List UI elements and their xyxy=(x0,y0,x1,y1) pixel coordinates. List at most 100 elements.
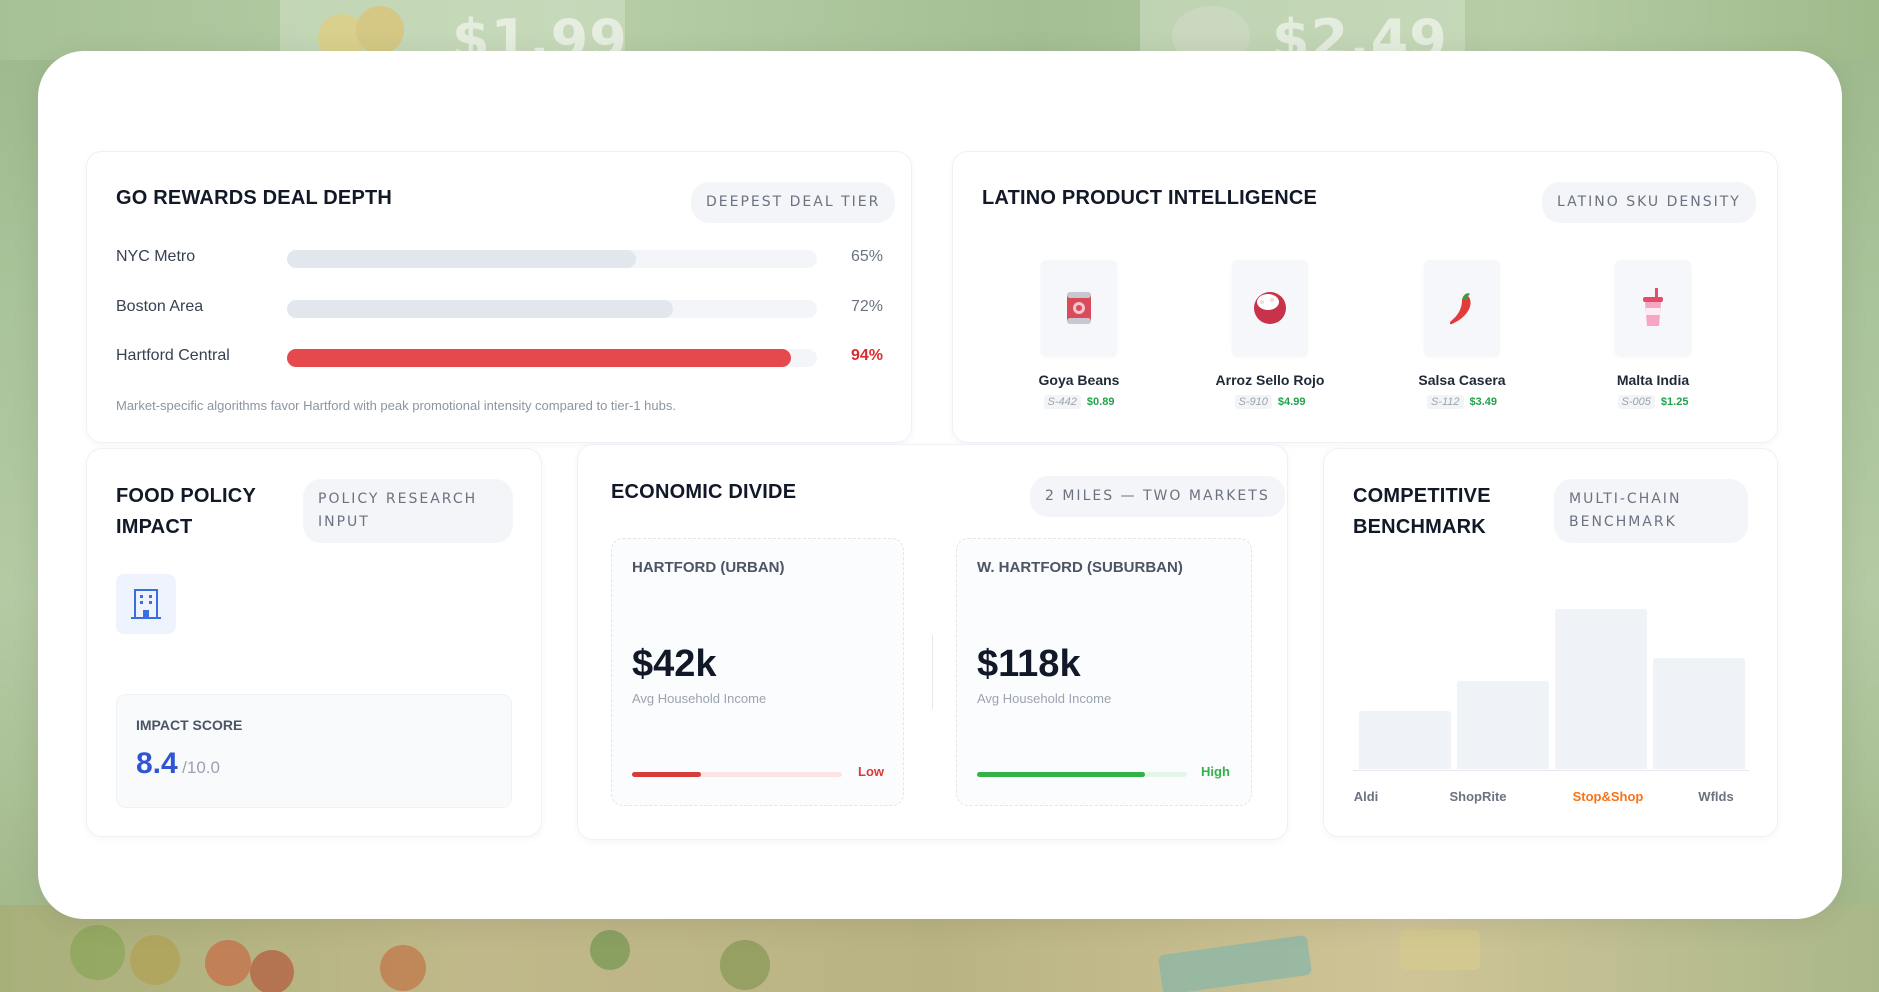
background-produce xyxy=(380,945,426,991)
policy-title-line1: FOOD POLICY xyxy=(116,485,256,507)
product-meta: S-910 $4.99 xyxy=(1185,395,1355,409)
urban-income-caption: Avg Household Income xyxy=(632,691,767,706)
background-produce xyxy=(205,940,251,986)
policy-badge: POLICY RESEARCH INPUT xyxy=(303,479,513,543)
urban-income-level: Low xyxy=(858,764,884,779)
bar-label-hartford: Hartford Central xyxy=(116,347,230,364)
benchmark-label: Wflds xyxy=(1698,789,1734,804)
benchmark-bar-aldi xyxy=(1359,711,1451,769)
dashboard-card: GO REWARDS DEAL DEPTH DEEPEST DEAL TIER … xyxy=(38,51,1842,919)
latino-panel: LATINO PRODUCT INTELLIGENCE LATINO SKU D… xyxy=(952,151,1778,443)
impact-score-max: /10.0 xyxy=(182,758,220,777)
product-sku: S-005 xyxy=(1617,395,1655,409)
bar-label-nyc: NYC Metro xyxy=(116,248,196,265)
suburban-income-fill xyxy=(977,772,1145,777)
product-card[interactable]: Arroz Sello Rojo S-910 $4.99 xyxy=(1185,260,1355,409)
policy-panel: FOOD POLICY IMPACT POLICY RESEARCH INPUT… xyxy=(86,448,542,837)
policy-title-line2: IMPACT xyxy=(116,516,193,538)
product-card[interactable]: Malta India S-005 $1.25 xyxy=(1568,260,1738,409)
benchmark-badge-line2: BENCHMARK xyxy=(1569,514,1677,530)
suburban-income-level: High xyxy=(1201,764,1230,779)
benchmark-baseline xyxy=(1353,770,1749,771)
urban-income-track xyxy=(632,772,842,777)
chili-pepper-icon xyxy=(1449,293,1471,325)
product-image xyxy=(1041,260,1117,356)
impact-score: 8.4 /10.0 xyxy=(136,747,220,781)
benchmark-label: Stop&Shop xyxy=(1572,789,1644,804)
product-price: $3.49 xyxy=(1469,396,1498,408)
background-produce xyxy=(590,930,630,970)
benchmark-label: ShopRite xyxy=(1449,789,1507,804)
latino-badge: LATINO SKU DENSITY xyxy=(1542,182,1756,223)
impact-score-value: 8.4 xyxy=(136,747,178,780)
suburban-income-track xyxy=(977,772,1187,777)
benchmark-label: Aldi xyxy=(1353,789,1379,804)
background-produce xyxy=(130,935,180,985)
divide-title: ECONOMIC DIVIDE xyxy=(611,481,797,503)
divide-separator xyxy=(932,635,933,709)
building-icon-box xyxy=(116,574,176,634)
benchmark-badge: MULTI-CHAIN BENCHMARK xyxy=(1554,479,1748,543)
bar-fill-nyc xyxy=(287,250,636,268)
suburban-income-value: $118k xyxy=(977,643,1081,685)
soda-cup-icon xyxy=(1643,288,1663,326)
background-produce xyxy=(1400,930,1480,970)
product-price: $0.89 xyxy=(1086,396,1115,408)
product-name: Salsa Casera xyxy=(1418,372,1506,388)
impact-score-box: IMPACT SCORE 8.4 /10.0 xyxy=(116,694,512,808)
bar-track-boston xyxy=(287,300,817,318)
latino-title: LATINO PRODUCT INTELLIGENCE xyxy=(982,187,1318,209)
benchmark-bar-shoprite xyxy=(1457,681,1549,769)
product-image xyxy=(1232,260,1308,356)
benchmark-bar-stopshop xyxy=(1555,609,1647,769)
bar-fill-boston xyxy=(287,300,673,318)
product-image xyxy=(1424,260,1500,356)
can-icon xyxy=(1067,292,1091,324)
product-meta: S-005 $1.25 xyxy=(1568,395,1738,409)
product-price: $4.99 xyxy=(1277,396,1306,408)
product-price: $1.25 xyxy=(1660,396,1689,408)
policy-badge-line1: POLICY RESEARCH xyxy=(318,491,478,507)
bar-fill-hartford xyxy=(287,349,791,367)
divide-panel: ECONOMIC DIVIDE 2 MILES — TWO MARKETS HA… xyxy=(577,444,1288,840)
bar-track-nyc xyxy=(287,250,817,268)
product-sku: S-112 xyxy=(1426,395,1464,409)
policy-title: FOOD POLICY IMPACT xyxy=(116,481,256,543)
background-produce xyxy=(250,950,294,992)
policy-badge-line2: INPUT xyxy=(318,514,370,530)
background-produce-counter xyxy=(0,905,1879,992)
benchmark-chart: Aldi ShopRite Stop&Shop Wflds xyxy=(1353,579,1749,804)
product-sku: S-442 xyxy=(1043,395,1081,409)
divide-badge: 2 MILES — TWO MARKETS xyxy=(1030,476,1285,517)
deal-depth-title: GO REWARDS DEAL DEPTH xyxy=(116,187,393,209)
urban-title: HARTFORD (URBAN) xyxy=(632,559,785,576)
benchmark-badge-line1: MULTI-CHAIN xyxy=(1569,491,1682,507)
product-image xyxy=(1615,260,1691,356)
product-meta: S-442 $0.89 xyxy=(994,395,1164,409)
product-name: Malta India xyxy=(1616,372,1690,388)
benchmark-panel: COMPETITIVE BENCHMARK MULTI-CHAIN BENCHM… xyxy=(1323,448,1778,837)
bar-pct-boston: 72% xyxy=(850,298,883,315)
product-sku: S-910 xyxy=(1234,395,1272,409)
background-produce xyxy=(70,925,125,980)
product-name: Goya Beans xyxy=(1038,372,1120,388)
urban-income-fill xyxy=(632,772,701,777)
benchmark-title: COMPETITIVE BENCHMARK xyxy=(1353,481,1491,543)
urban-income-value: $42k xyxy=(632,643,717,685)
building-icon xyxy=(131,589,161,619)
suburban-title: W. HARTFORD (SUBURBAN) xyxy=(977,559,1183,576)
product-card[interactable]: Goya Beans S-442 $0.89 xyxy=(994,260,1164,409)
deal-depth-badge: DEEPEST DEAL TIER xyxy=(691,182,896,223)
background-produce xyxy=(356,6,404,54)
bar-track-hartford xyxy=(287,349,817,367)
bar-pct-nyc: 65% xyxy=(850,248,883,265)
product-card[interactable]: Salsa Casera S-112 $3.49 xyxy=(1377,260,1547,409)
suburban-income-caption: Avg Household Income xyxy=(977,691,1112,706)
deal-depth-footnote: Market-specific algorithms favor Hartfor… xyxy=(116,398,676,413)
bar-label-boston: Boston Area xyxy=(116,298,204,315)
deal-depth-panel: GO REWARDS DEAL DEPTH DEEPEST DEAL TIER … xyxy=(86,151,912,443)
benchmark-title-line2: BENCHMARK xyxy=(1353,516,1486,538)
impact-score-label: IMPACT SCORE xyxy=(136,717,243,733)
benchmark-bar-wflds xyxy=(1653,658,1745,769)
product-name: Arroz Sello Rojo xyxy=(1215,372,1325,388)
